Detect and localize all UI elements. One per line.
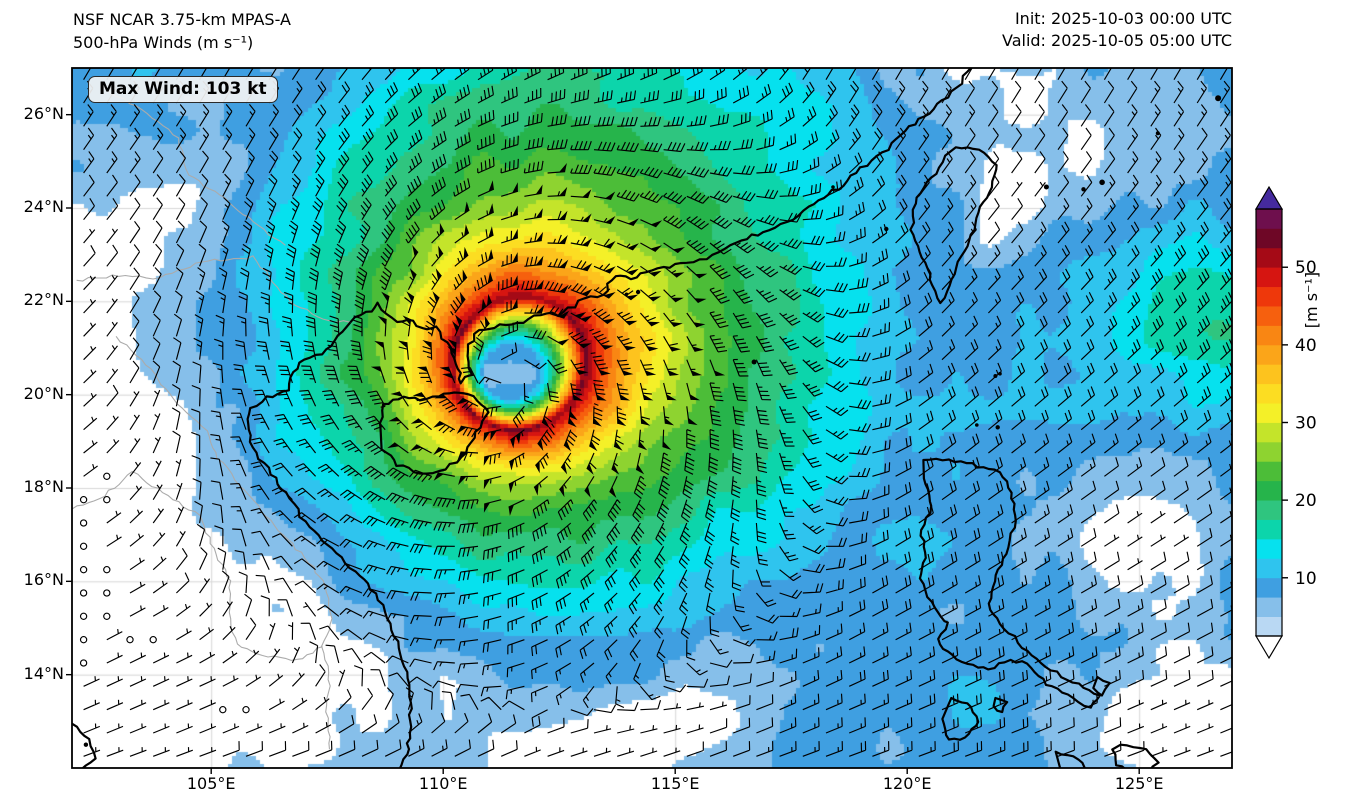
colorbar-segment [1256, 597, 1282, 617]
colorbar: 10 20 30 40 50 [1254, 184, 1353, 668]
colorbar-svg: 10 20 30 40 50 [1254, 185, 1317, 660]
colorbar-segment [1256, 364, 1282, 385]
lat-tick-label: 18°N [23, 477, 64, 496]
lon-tick-label: 110°E [418, 774, 468, 793]
colorbar-segment [1256, 325, 1282, 346]
colorbar-tick-label: 40 [1295, 336, 1317, 356]
lon-tick-label: 105°E [186, 774, 236, 793]
lat-tick-label: 14°N [23, 663, 64, 683]
colorbar-tick-label: 30 [1295, 414, 1317, 434]
model-title: NSF NCAR 3.75-km MPAS-A [73, 10, 291, 29]
colorbar-segment [1256, 558, 1282, 579]
colorbar-tick-label: 50 [1295, 258, 1317, 278]
colorbar-segment [1256, 344, 1282, 365]
colorbar-segment [1256, 383, 1282, 404]
lon-tick-label: 115°E [650, 774, 700, 793]
map-plot-area [72, 68, 1232, 768]
wind-speed-field-canvas [72, 68, 1232, 768]
colorbar-segment [1256, 209, 1282, 229]
field-subtitle: 500-hPa Winds (m s⁻¹) [73, 33, 254, 52]
title-block: NSF NCAR 3.75-km MPAS-A 500-hPa Winds (m… [73, 8, 291, 54]
colorbar-segment [1256, 616, 1282, 637]
colorbar-tick-label: 20 [1295, 491, 1317, 511]
colorbar-segment [1256, 267, 1282, 288]
colorbar-unit-label: [m s⁻¹] [1302, 271, 1321, 329]
lon-tick-label: 125°E [1114, 774, 1164, 793]
colorbar-tick-label: 10 [1295, 569, 1317, 589]
colorbar-segment [1256, 228, 1282, 249]
init-time-label: Init: 2025-10-03 00:00 UTC [1014, 9, 1232, 28]
colorbar-segment [1256, 422, 1282, 443]
max-wind-badge: Max Wind: 103 kt [88, 76, 278, 103]
colorbar-segment [1256, 500, 1282, 520]
colorbar-segment [1256, 306, 1282, 326]
colorbar-under-arrow [1254, 635, 1284, 660]
colorbar-segment [1256, 519, 1282, 540]
colorbar-segment [1256, 247, 1282, 268]
lat-tick-label: 20°N [23, 383, 64, 403]
time-block: Init: 2025-10-03 00:00 UTC Valid: 2025-1… [1002, 8, 1232, 52]
colorbar-segment [1256, 441, 1282, 462]
lat-tick-label: 22°N [23, 290, 64, 310]
colorbar-segment [1256, 480, 1282, 501]
lon-tick-label: 120°E [882, 774, 932, 793]
colorbar-segment [1256, 403, 1282, 423]
colorbar-segment [1256, 286, 1282, 307]
colorbar-segment [1256, 577, 1282, 598]
lat-tick-label: 24°N [23, 197, 64, 216]
colorbar-over-arrow [1254, 185, 1284, 210]
colorbar-segment [1256, 461, 1282, 482]
valid-time-label: Valid: 2025-10-05 05:00 UTC [1001, 31, 1232, 50]
colorbar-segment [1256, 538, 1282, 559]
lat-tick-label: 26°N [23, 103, 64, 123]
lat-tick-label: 16°N [23, 570, 64, 590]
